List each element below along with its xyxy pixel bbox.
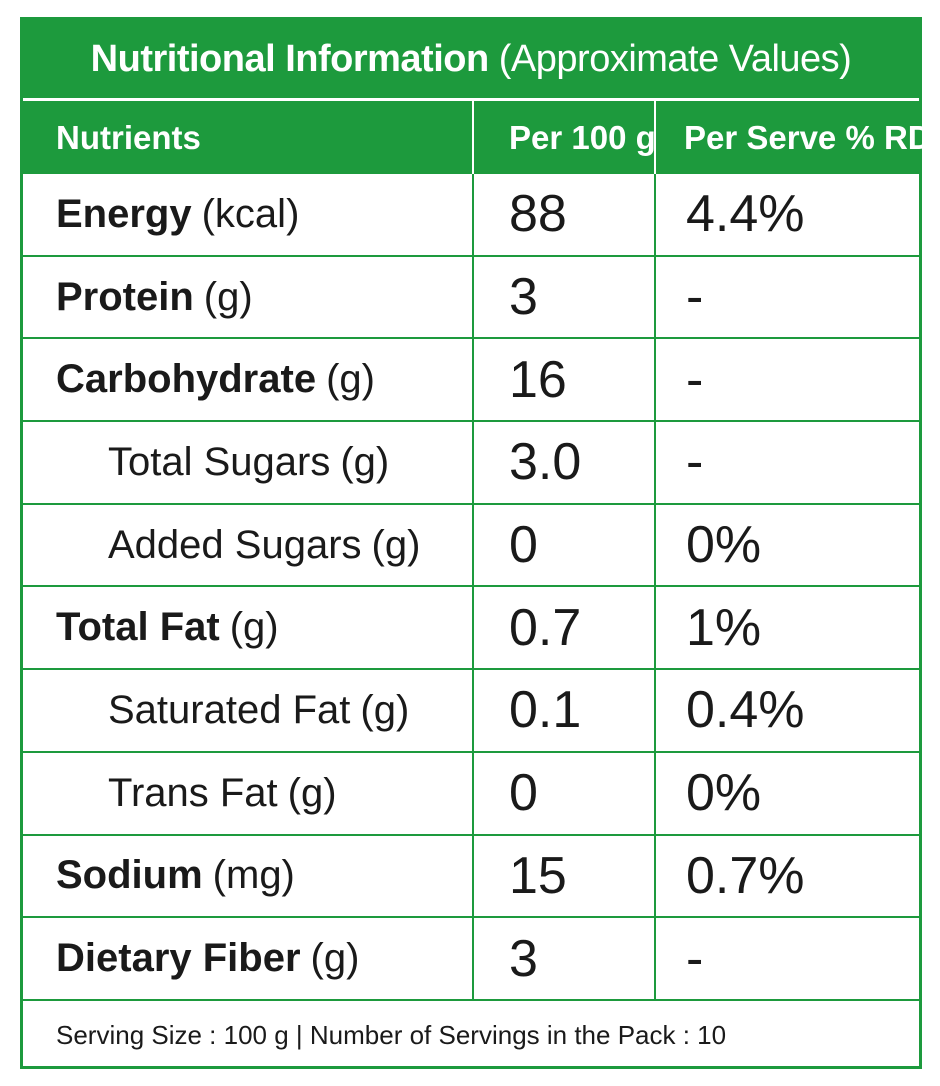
nutrient-name-cell: Total Fat (g) — [56, 587, 279, 668]
serving-info: Serving Size : 100 g | Number of Serving… — [56, 1020, 727, 1050]
per-100g-value: 3 — [509, 268, 538, 327]
nutrient-name: Dietary Fiber — [56, 936, 301, 981]
table-row: Energy (kcal) 88 4.4% — [23, 174, 919, 257]
table-row: Carbohydrate (g) 16 - — [23, 339, 919, 423]
nutrient-unit: (g) — [310, 936, 360, 981]
nutrient-name-cell: Carbohydrate (g) — [56, 339, 375, 420]
nutrient-name: Trans Fat — [108, 770, 278, 815]
nutrient-rows: Energy (kcal) 88 4.4% Protein (g) 3 - Carb… — [23, 174, 919, 1001]
per-100g-value: 3.0 — [509, 433, 582, 492]
column-divider — [654, 670, 656, 751]
nutrient-name-cell: Dietary Fiber (g) — [56, 918, 359, 999]
column-divider — [472, 918, 474, 999]
nutrient-name: Energy — [56, 191, 192, 236]
per-100g-value: 15 — [509, 846, 567, 905]
column-divider — [654, 918, 656, 999]
nutrient-name-cell: Trans Fat (g) — [108, 753, 337, 834]
column-divider — [654, 339, 656, 421]
nutrient-name-cell: Protein (g) — [56, 257, 253, 338]
nutrient-name-cell: Saturated Fat (g) — [108, 670, 409, 751]
nutrient-name-cell: Sodium (mg) — [56, 836, 295, 917]
nutrient-name: Total Sugars — [108, 439, 331, 484]
nutrient-unit: (g) — [340, 439, 390, 484]
nutrient-name: Protein — [56, 274, 194, 319]
per-100g-value: 16 — [509, 350, 567, 409]
nutrient-unit: (g) — [326, 357, 375, 402]
table-row: Sodium (mg) 15 0.7% — [23, 835, 919, 919]
per-100g-value: 0 — [509, 516, 538, 575]
per-100g-value: 88 — [509, 185, 567, 244]
column-divider — [472, 835, 474, 917]
table-row: Protein (g) 3 - — [23, 256, 919, 340]
table-row: Dietary Fiber (g) 3 - — [23, 918, 919, 1001]
column-divider — [654, 835, 656, 917]
rda-value: 0.4% — [686, 681, 805, 740]
column-divider — [472, 504, 474, 586]
rda-value: - — [686, 268, 704, 327]
rda-value: - — [686, 350, 704, 409]
column-divider — [654, 422, 656, 503]
nutrient-name: Saturated Fat — [108, 687, 351, 732]
header-per-100g: Per 100 g — [509, 119, 656, 156]
table-row: Total Sugars (g) 3.0 - — [23, 422, 919, 505]
nutrient-name: Total Fat — [56, 605, 220, 650]
rda-value: 0% — [686, 516, 762, 575]
nutrient-name: Sodium — [56, 853, 203, 898]
nutrient-unit: (g) — [371, 522, 421, 567]
title-light: (Approximate Values) — [498, 38, 852, 80]
nutrient-name-cell: Total Sugars (g) — [108, 422, 389, 503]
header-divider — [654, 101, 656, 174]
header-row: Nutrients Per 100 g Per Serve % RDA — [23, 101, 940, 174]
table-row: Saturated Fat (g) 0.1 0.4% — [23, 670, 919, 753]
column-divider — [472, 587, 474, 669]
nutrient-unit: (mg) — [212, 853, 295, 898]
rda-value: - — [686, 929, 704, 988]
rda-value: 1% — [686, 598, 762, 657]
nutrient-unit: (g) — [203, 274, 253, 319]
rda-value: 0.7% — [686, 846, 805, 905]
nutrient-name: Added Sugars — [108, 522, 362, 567]
table-title: Nutritional Information (Approximate Val… — [23, 20, 919, 98]
nutrient-name-cell: Added Sugars (g) — [108, 505, 420, 586]
column-divider — [472, 670, 474, 751]
nutrient-unit: (g) — [287, 770, 337, 815]
header-nutrients: Nutrients — [56, 119, 201, 156]
rda-value: - — [686, 433, 704, 492]
per-100g-value: 0.1 — [509, 681, 582, 740]
column-divider — [472, 174, 474, 255]
header-divider — [472, 101, 474, 174]
column-divider — [472, 256, 474, 338]
nutrient-unit: (g) — [360, 687, 410, 732]
header-per-serve-rda: Per Serve % RDA — [684, 119, 940, 156]
per-100g-value: 3 — [509, 929, 538, 988]
column-divider — [654, 587, 656, 669]
column-divider — [654, 256, 656, 338]
column-divider — [654, 504, 656, 586]
nutrient-unit: (g) — [229, 605, 279, 650]
table-row: Added Sugars (g) 0 0% — [23, 504, 919, 588]
column-divider — [472, 752, 474, 834]
nutrient-name-cell: Energy (kcal) — [56, 174, 299, 255]
nutrient-name: Carbohydrate — [56, 357, 317, 402]
column-divider — [472, 339, 474, 421]
per-100g-value: 0 — [509, 764, 538, 823]
nutrition-panel: Nutritional Information (Approximate Val… — [20, 17, 940, 1069]
nutrient-unit: (kcal) — [201, 191, 300, 236]
rda-value: 0% — [686, 764, 762, 823]
column-divider — [654, 174, 656, 255]
table-row: Total Fat (g) 0.7 1% — [23, 587, 919, 671]
table-row: Trans Fat (g) 0 0% — [23, 752, 919, 836]
title-bold: Nutritional Information — [90, 38, 490, 80]
column-divider — [472, 422, 474, 503]
rda-value: 4.4% — [686, 185, 805, 244]
per-100g-value: 0.7 — [509, 598, 582, 657]
column-divider — [654, 752, 656, 834]
